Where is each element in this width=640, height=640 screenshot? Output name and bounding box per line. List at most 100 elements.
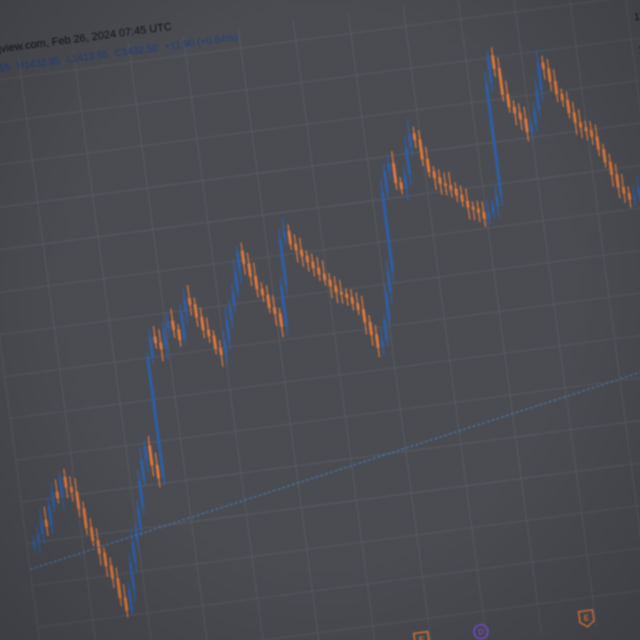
candle-down xyxy=(334,285,338,293)
candle-down xyxy=(443,183,448,187)
grid-line-v xyxy=(0,64,48,640)
candle-down xyxy=(565,99,571,114)
candle-down xyxy=(328,279,333,287)
grid-line-h xyxy=(10,326,640,419)
candle-down xyxy=(316,267,321,275)
event-badge-label: E xyxy=(418,635,425,640)
candle-down xyxy=(82,508,88,529)
candle-up xyxy=(382,319,389,341)
candle-up xyxy=(50,491,56,506)
candle-up xyxy=(484,83,503,196)
candle-up xyxy=(148,337,155,358)
candle-down xyxy=(240,250,246,265)
grid-line-v xyxy=(512,0,597,627)
candle-wick xyxy=(486,199,491,225)
candle-up xyxy=(532,110,538,125)
candle-down xyxy=(471,206,475,210)
candle-up xyxy=(143,445,148,460)
candle-up xyxy=(179,312,187,340)
candle-up xyxy=(182,298,188,313)
candle-down xyxy=(102,552,108,567)
event-badge-label: E xyxy=(583,613,590,623)
candle-down xyxy=(305,255,310,263)
candle-down xyxy=(578,122,583,128)
candle-up xyxy=(403,175,408,189)
candle-down xyxy=(171,320,176,331)
candle-up xyxy=(278,238,288,286)
candle-down xyxy=(311,261,315,269)
candle-down xyxy=(627,192,632,200)
candle-down xyxy=(595,136,601,150)
candle-up xyxy=(39,520,45,535)
earnings-badge xyxy=(577,609,595,628)
candle-up xyxy=(128,562,136,590)
grid-line-h xyxy=(21,409,640,503)
grid-line-h xyxy=(0,117,640,210)
candle-down xyxy=(153,336,158,344)
candle-down xyxy=(524,118,529,133)
candle-down xyxy=(253,275,259,290)
candle-down xyxy=(69,486,74,493)
earnings-badge xyxy=(412,630,430,640)
candle-down xyxy=(361,308,367,323)
grid-line-v xyxy=(18,57,103,640)
candle-down xyxy=(491,55,496,69)
candle-up xyxy=(146,357,165,478)
grid-line-h xyxy=(37,534,640,628)
candle-down xyxy=(454,188,459,196)
candle-up xyxy=(632,196,637,200)
candle-down xyxy=(601,148,607,163)
candle-down xyxy=(560,93,564,101)
candle-wick xyxy=(448,172,453,198)
candle-down xyxy=(63,476,68,488)
grid-line-v xyxy=(73,49,158,640)
candle-down xyxy=(391,162,398,184)
candle-down xyxy=(339,291,344,295)
candle-up xyxy=(279,285,289,327)
candle-down xyxy=(278,313,284,327)
candle-down xyxy=(44,519,49,527)
grid-line-h xyxy=(0,200,640,294)
candle-down xyxy=(159,342,163,350)
candle-up xyxy=(228,306,233,320)
grid-line-v xyxy=(128,42,213,640)
candle-down xyxy=(155,464,161,479)
y-tick-label: 1725.00 xyxy=(634,8,640,24)
candle-down xyxy=(374,334,380,348)
candle-down xyxy=(476,208,481,213)
dividend-badge xyxy=(473,623,489,640)
grid-line-h xyxy=(43,576,640,640)
candle-down xyxy=(572,112,577,124)
grid-line-v xyxy=(402,6,488,640)
candle-down xyxy=(206,329,211,337)
candle-down xyxy=(399,182,404,190)
candle-up xyxy=(487,212,491,219)
candle-down xyxy=(109,565,115,579)
candle-down xyxy=(482,211,486,219)
candle-down xyxy=(266,294,271,309)
candle-down xyxy=(299,249,304,257)
candle-down xyxy=(621,186,626,194)
candle-down xyxy=(608,161,614,176)
candle-down xyxy=(272,307,277,315)
candle-up xyxy=(222,340,228,355)
grid-line-h xyxy=(0,0,640,85)
candle-down xyxy=(287,230,293,245)
grid-line-h xyxy=(0,75,640,169)
candle-up xyxy=(380,191,395,272)
candle-up xyxy=(384,292,391,320)
grid-line-v xyxy=(292,20,378,640)
candle-down xyxy=(55,491,60,499)
candle-wick xyxy=(471,201,476,221)
candle-up xyxy=(529,124,534,132)
grid-line-h xyxy=(0,33,640,127)
candle-down xyxy=(412,133,417,141)
candle-up xyxy=(47,505,54,527)
candle-down xyxy=(518,112,523,120)
candle-down xyxy=(465,200,470,208)
candle-up xyxy=(387,163,391,171)
candle-down xyxy=(123,597,129,611)
candle-up xyxy=(383,170,389,192)
